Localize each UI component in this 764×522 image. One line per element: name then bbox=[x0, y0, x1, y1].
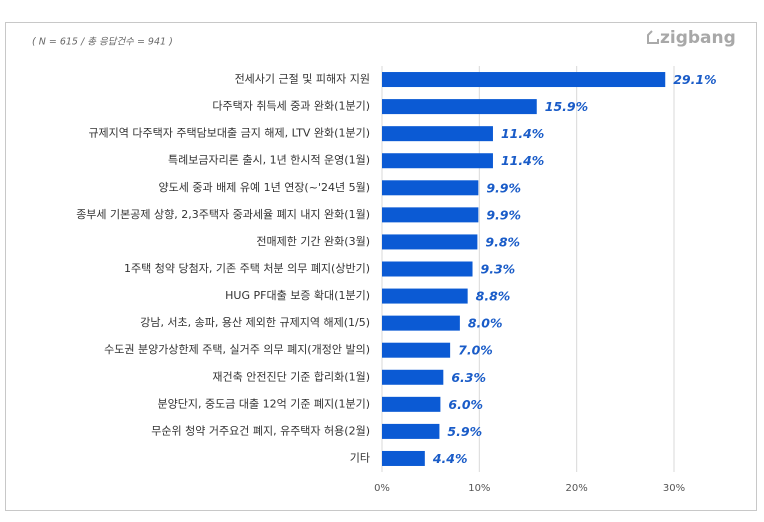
value-label: 7.0% bbox=[458, 343, 493, 358]
value-label: 9.8% bbox=[485, 234, 520, 249]
x-tick-label: 20% bbox=[566, 483, 588, 494]
y-tick-label: 다주택자 취득세 중과 완화(1분기) bbox=[212, 100, 370, 113]
value-label: 9.9% bbox=[486, 207, 521, 222]
y-tick-label: 규제지역 다주택자 주택담보대출 금지 해제, LTV 완화(1분기) bbox=[88, 126, 370, 140]
chart-subtitle: ( N = 615 / 총 응답건수 = 941 ) bbox=[32, 37, 173, 48]
value-label: 15.9% bbox=[545, 99, 588, 114]
y-tick-label: 전매제한 기간 완화(3월) bbox=[256, 235, 370, 248]
y-tick-label: 기타 bbox=[350, 451, 370, 464]
y-tick-label: 재건축 안전진단 기준 합리화(1월) bbox=[212, 370, 370, 383]
brand-logo: zigbang bbox=[647, 28, 736, 48]
x-tick-label: 10% bbox=[468, 483, 490, 494]
value-label: 11.4% bbox=[501, 126, 544, 141]
value-label: 6.3% bbox=[451, 370, 486, 385]
bar bbox=[382, 207, 479, 223]
value-label: 5.9% bbox=[447, 424, 482, 439]
bar bbox=[382, 126, 493, 142]
logo-icon bbox=[647, 30, 659, 44]
value-label: 8.8% bbox=[476, 289, 511, 304]
bar bbox=[382, 180, 479, 196]
y-tick-label: 종부세 기본공제 상향, 2,3주택자 중과세율 폐지 내지 완화(1월) bbox=[76, 208, 370, 221]
value-label: 6.0% bbox=[448, 397, 483, 412]
value-label: 9.9% bbox=[486, 180, 521, 195]
value-label: 8.0% bbox=[468, 316, 503, 331]
y-tick-label: 특례보금자리론 출시, 1년 한시적 운영(1월) bbox=[168, 154, 370, 167]
bar bbox=[382, 423, 440, 439]
x-tick-label: 0% bbox=[374, 483, 390, 494]
bar bbox=[382, 153, 493, 169]
bar bbox=[382, 396, 441, 412]
brand-name: zigbang bbox=[660, 28, 736, 48]
bar bbox=[382, 72, 666, 88]
y-tick-label: 분양단지, 중도금 대출 12억 기준 폐지(1분기) bbox=[158, 397, 370, 410]
bar bbox=[382, 288, 468, 304]
bar bbox=[382, 342, 451, 358]
value-label: 11.4% bbox=[501, 153, 544, 168]
bar bbox=[382, 261, 473, 277]
bar bbox=[382, 315, 460, 331]
bar bbox=[382, 234, 478, 250]
y-tick-label: 강남, 서초, 송파, 용산 제외한 규제지역 해제(1/5) bbox=[140, 315, 370, 329]
y-tick-label: HUG PF대출 보증 확대(1분기) bbox=[225, 289, 370, 302]
value-label: 4.4% bbox=[432, 451, 468, 466]
bar bbox=[382, 450, 425, 466]
bar bbox=[382, 369, 444, 385]
y-tick-label: 1주택 청약 당첨자, 기존 주택 처분 의무 폐지(상반기) bbox=[124, 261, 370, 275]
y-tick-label: 수도권 분양가상한제 주택, 실거주 의무 폐지(개정안 발의) bbox=[104, 343, 370, 356]
y-tick-label: 전세사기 근절 및 피해자 지원 bbox=[235, 72, 370, 86]
bar bbox=[382, 99, 537, 115]
value-label: 9.3% bbox=[481, 262, 516, 277]
x-tick-label: 30% bbox=[663, 483, 685, 494]
y-tick-label: 무순위 청약 거주요건 폐지, 유주택자 허용(2월) bbox=[151, 423, 370, 437]
frame bbox=[5, 22, 757, 511]
y-tick-label: 양도세 중과 배제 유예 1년 연장(~'24년 5월) bbox=[159, 181, 370, 194]
value-label: 29.1% bbox=[673, 72, 716, 87]
